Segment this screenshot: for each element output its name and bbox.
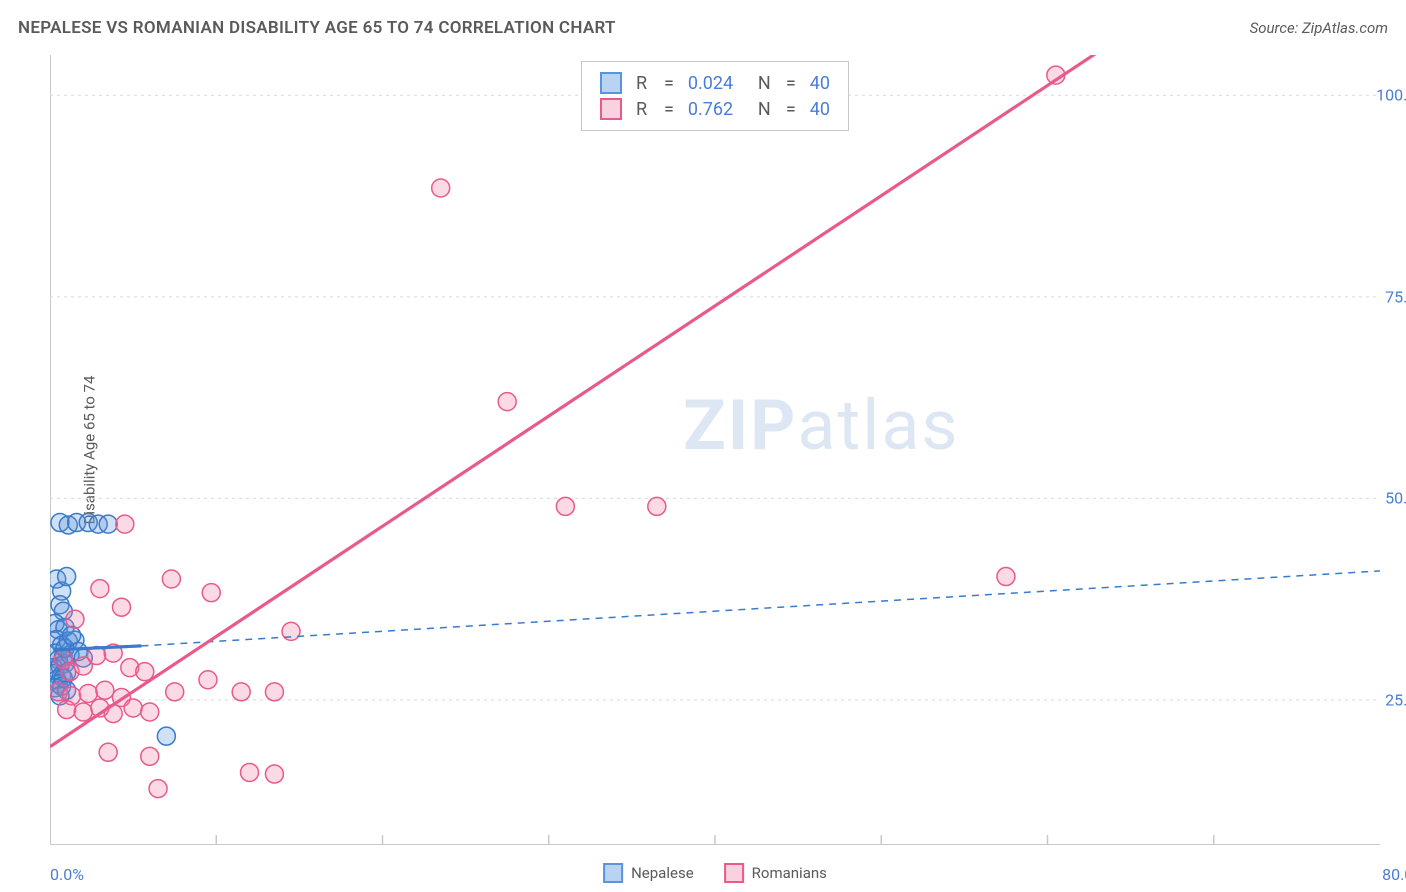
chart-area: Disability Age 65 to 74 R=0.024N=40R=0.7… (50, 55, 1380, 845)
data-point (124, 699, 142, 717)
swatch-icon (603, 863, 623, 883)
trend-line-solid (50, 55, 1106, 747)
source-prefix: Source: (1250, 19, 1302, 37)
data-point (162, 570, 180, 588)
stats-row: R=0.762N=40 (600, 96, 830, 122)
data-point (202, 584, 220, 602)
chart-header: NEPALESE VS ROMANIAN DISABILITY AGE 65 T… (18, 18, 1388, 38)
data-point (149, 780, 167, 798)
legend-label: Nepalese (631, 864, 694, 882)
data-point (199, 671, 217, 689)
data-point (96, 681, 114, 699)
data-point (74, 703, 92, 721)
y-tick-label: 25.0% (1385, 690, 1406, 709)
swatch-icon (600, 98, 622, 120)
y-tick-label: 100.0% (1376, 86, 1406, 105)
data-point (265, 765, 283, 783)
y-tick-label: 75.0% (1385, 287, 1406, 306)
chart-title: NEPALESE VS ROMANIAN DISABILITY AGE 65 T… (18, 18, 616, 38)
swatch-icon (724, 863, 744, 883)
data-point (112, 598, 130, 616)
stat-r-value: 0.024 (688, 73, 744, 94)
data-point (58, 568, 76, 586)
data-point (91, 580, 109, 598)
data-point (63, 626, 81, 644)
stat-r-value: 0.762 (688, 99, 744, 120)
x-tick-label: 0.0% (50, 865, 84, 884)
swatch-icon (600, 72, 622, 94)
data-point (648, 497, 666, 515)
scatter-plot (50, 55, 1380, 845)
series-legend: Nepalese Romanians (603, 863, 827, 883)
data-point (99, 515, 117, 533)
data-point (58, 701, 76, 719)
data-point (79, 684, 97, 702)
data-point (997, 568, 1015, 586)
trend-line-dash (141, 571, 1380, 646)
legend-item: Romanians (724, 863, 827, 883)
data-point (141, 747, 159, 765)
legend-item: Nepalese (603, 863, 694, 883)
data-point (99, 743, 117, 761)
data-point (66, 610, 84, 628)
chart-source: Source: ZipAtlas.com (1250, 19, 1388, 37)
data-point (141, 703, 159, 721)
data-point (432, 179, 450, 197)
data-point (241, 763, 259, 781)
data-point (116, 515, 134, 533)
data-point (157, 727, 175, 745)
data-point (498, 393, 516, 411)
x-tick-label: 80.0% (1382, 865, 1406, 884)
stat-r-label: R (636, 73, 650, 94)
stat-n-value: 40 (810, 99, 830, 120)
stat-r-label: R (636, 99, 650, 120)
stats-row: R=0.024N=40 (600, 70, 830, 96)
stat-n-label: N (758, 73, 772, 94)
stats-legend-box: R=0.024N=40R=0.762N=40 (581, 61, 849, 131)
data-point (232, 683, 250, 701)
data-point (265, 683, 283, 701)
legend-label: Romanians (752, 864, 827, 882)
y-tick-label: 50.0% (1385, 489, 1406, 508)
stat-n-value: 40 (810, 73, 830, 94)
data-point (166, 683, 184, 701)
data-point (556, 497, 574, 515)
stat-n-label: N (758, 99, 772, 120)
source-name: ZipAtlas.com (1302, 19, 1388, 37)
